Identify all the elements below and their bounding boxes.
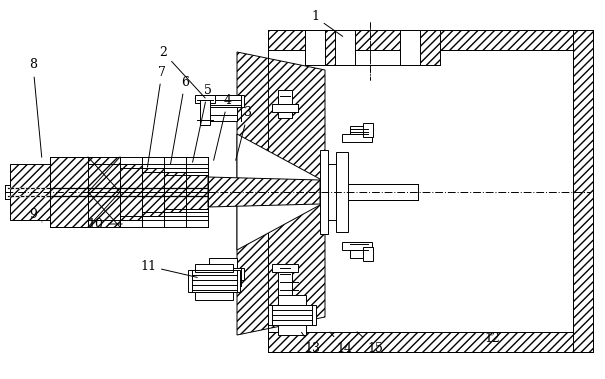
Text: 12: 12 bbox=[484, 332, 500, 345]
Polygon shape bbox=[209, 107, 237, 115]
Polygon shape bbox=[209, 258, 237, 268]
Polygon shape bbox=[195, 95, 215, 103]
Polygon shape bbox=[278, 325, 306, 335]
Polygon shape bbox=[342, 242, 372, 250]
Text: 11: 11 bbox=[140, 260, 197, 277]
Text: 9: 9 bbox=[29, 208, 42, 222]
Polygon shape bbox=[278, 295, 306, 305]
Polygon shape bbox=[164, 172, 186, 192]
Polygon shape bbox=[328, 164, 336, 220]
Polygon shape bbox=[278, 268, 292, 296]
Text: 1: 1 bbox=[311, 11, 342, 36]
Polygon shape bbox=[209, 115, 237, 121]
Polygon shape bbox=[278, 90, 292, 118]
Polygon shape bbox=[186, 192, 208, 209]
Text: 13: 13 bbox=[301, 332, 320, 354]
Polygon shape bbox=[268, 30, 593, 50]
Polygon shape bbox=[363, 247, 373, 261]
Polygon shape bbox=[195, 292, 233, 300]
Text: 4: 4 bbox=[214, 94, 232, 160]
Polygon shape bbox=[186, 175, 208, 192]
Polygon shape bbox=[200, 100, 210, 125]
Polygon shape bbox=[268, 305, 316, 325]
Polygon shape bbox=[350, 126, 368, 134]
Text: 6: 6 bbox=[171, 75, 189, 164]
Polygon shape bbox=[573, 30, 593, 352]
Polygon shape bbox=[272, 264, 298, 272]
Polygon shape bbox=[348, 184, 418, 200]
Polygon shape bbox=[336, 152, 348, 232]
Polygon shape bbox=[363, 123, 373, 137]
Text: 8: 8 bbox=[29, 58, 42, 157]
Text: 14: 14 bbox=[330, 332, 352, 354]
Polygon shape bbox=[120, 192, 142, 220]
Polygon shape bbox=[188, 270, 240, 292]
Polygon shape bbox=[320, 150, 328, 234]
Text: 5: 5 bbox=[192, 83, 212, 162]
Polygon shape bbox=[420, 30, 440, 65]
Polygon shape bbox=[142, 168, 164, 192]
Polygon shape bbox=[120, 164, 142, 192]
Polygon shape bbox=[237, 52, 325, 335]
Polygon shape bbox=[325, 30, 335, 65]
Polygon shape bbox=[88, 157, 120, 192]
Polygon shape bbox=[202, 95, 244, 107]
Polygon shape bbox=[272, 104, 298, 112]
Polygon shape bbox=[208, 177, 320, 207]
Text: 15: 15 bbox=[357, 332, 383, 354]
Polygon shape bbox=[142, 192, 164, 216]
Polygon shape bbox=[209, 280, 237, 286]
Polygon shape bbox=[10, 164, 50, 220]
Polygon shape bbox=[268, 332, 593, 352]
Text: 2: 2 bbox=[159, 45, 205, 98]
Polygon shape bbox=[342, 134, 372, 142]
Bar bbox=[268, 50, 573, 332]
Polygon shape bbox=[237, 134, 320, 250]
Polygon shape bbox=[50, 157, 88, 227]
Polygon shape bbox=[400, 30, 420, 65]
Polygon shape bbox=[195, 264, 233, 272]
Polygon shape bbox=[164, 192, 186, 212]
Text: 3: 3 bbox=[236, 106, 252, 160]
Polygon shape bbox=[202, 268, 244, 280]
Polygon shape bbox=[88, 192, 120, 227]
Polygon shape bbox=[305, 30, 325, 65]
Polygon shape bbox=[335, 30, 355, 65]
Polygon shape bbox=[350, 250, 368, 258]
Text: 10: 10 bbox=[87, 218, 122, 230]
Text: 7: 7 bbox=[148, 66, 166, 167]
